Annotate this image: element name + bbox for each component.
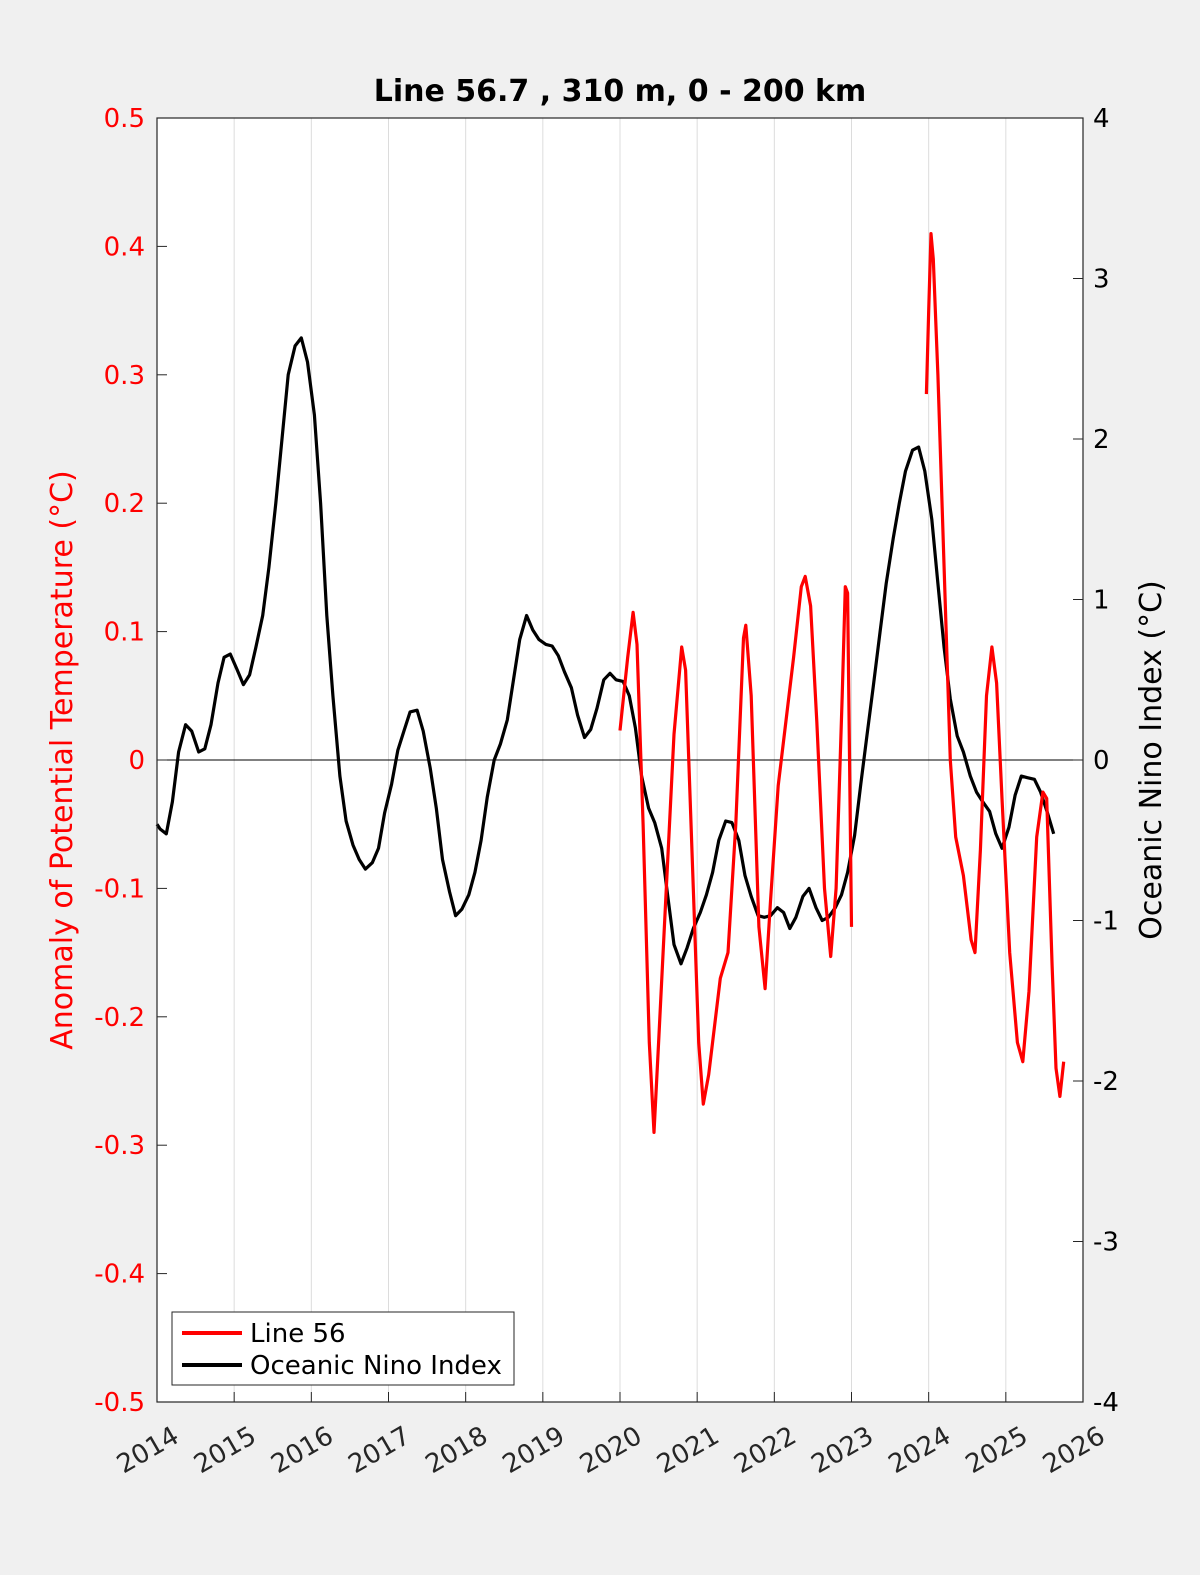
series-line-line56-segment-1 xyxy=(618,574,854,1134)
x-tick-label-2018: 2018 xyxy=(421,1421,493,1480)
y-left-tick-label--0.3: -0.3 xyxy=(94,1131,145,1161)
y-right-tick-label-3: 3 xyxy=(1093,265,1110,295)
y-left-tick-label-0.2: 0.2 xyxy=(104,489,145,519)
x-tick-label-2020: 2020 xyxy=(575,1421,647,1480)
y-axis-label-right: Oceanic Nino Index (°C) xyxy=(1134,580,1169,940)
y-right-tick-label--4: -4 xyxy=(1093,1388,1119,1418)
y-left-tick-label--0.5: -0.5 xyxy=(94,1388,145,1418)
y-axis-label-left: Anomaly of Potential Temperature (°C) xyxy=(45,470,80,1049)
y-right-tick-label--3: -3 xyxy=(1093,1228,1119,1258)
y-right-tick-label-1: 1 xyxy=(1093,586,1110,616)
x-tick-label-2026: 2026 xyxy=(1038,1421,1110,1480)
x-tick-label-2023: 2023 xyxy=(806,1421,878,1480)
x-tick-label-2021: 2021 xyxy=(652,1421,724,1480)
legend-label-oni: Oceanic Nino Index xyxy=(250,1351,502,1381)
y-right-tick-label--2: -2 xyxy=(1093,1067,1119,1097)
y-right-tick-label-0: 0 xyxy=(1093,746,1110,776)
x-tick-label-2019: 2019 xyxy=(498,1421,570,1480)
chart-title: Line 56.7 , 310 m, 0 - 200 km xyxy=(374,74,867,109)
y-right-tick-label--1: -1 xyxy=(1093,907,1119,937)
legend: Line 56 Oceanic Nino Index xyxy=(171,1311,515,1386)
y-left-tick-label--0.4: -0.4 xyxy=(94,1260,145,1290)
y-left-tick-label-0.3: 0.3 xyxy=(104,361,145,391)
y-left-tick-label-0.4: 0.4 xyxy=(104,232,145,262)
x-tick-label-2025: 2025 xyxy=(961,1421,1033,1480)
legend-box xyxy=(171,1311,515,1386)
y-left-tick-label-0.1: 0.1 xyxy=(104,618,145,648)
y-left-tick-label-0.5: 0.5 xyxy=(104,104,145,134)
legend-label-line56: Line 56 xyxy=(250,1319,346,1349)
x-tick-label-2017: 2017 xyxy=(343,1421,415,1480)
x-tick-label-2014: 2014 xyxy=(112,1421,184,1480)
series-group xyxy=(155,232,1066,1134)
series-line-oni xyxy=(155,336,1056,966)
series-line-line56-segment-2 xyxy=(924,232,1066,1098)
x-tick-label-2015: 2015 xyxy=(189,1421,261,1480)
x-tick-label-2016: 2016 xyxy=(266,1421,338,1480)
y-right-tick-label-4: 4 xyxy=(1093,104,1110,134)
y-left-tick-label--0.1: -0.1 xyxy=(94,874,145,904)
y-right-tick-label-2: 2 xyxy=(1093,425,1110,455)
y-left-tick-label-0: 0 xyxy=(128,746,145,776)
x-tick-label-2024: 2024 xyxy=(884,1421,956,1480)
x-tick-label-2022: 2022 xyxy=(729,1421,801,1480)
y-left-tick-label--0.2: -0.2 xyxy=(94,1003,145,1033)
